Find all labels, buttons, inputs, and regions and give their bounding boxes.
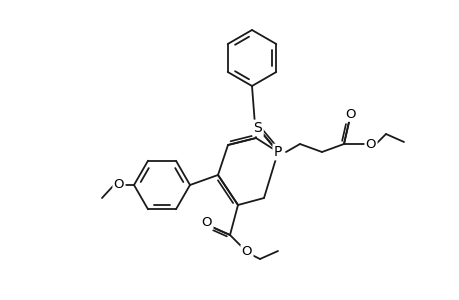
Text: O: O: [202, 215, 212, 229]
Text: P: P: [273, 145, 281, 159]
Text: O: O: [113, 178, 124, 191]
Text: O: O: [241, 245, 252, 259]
Text: O: O: [345, 107, 355, 121]
Text: O: O: [365, 137, 375, 151]
Text: S: S: [253, 121, 262, 135]
